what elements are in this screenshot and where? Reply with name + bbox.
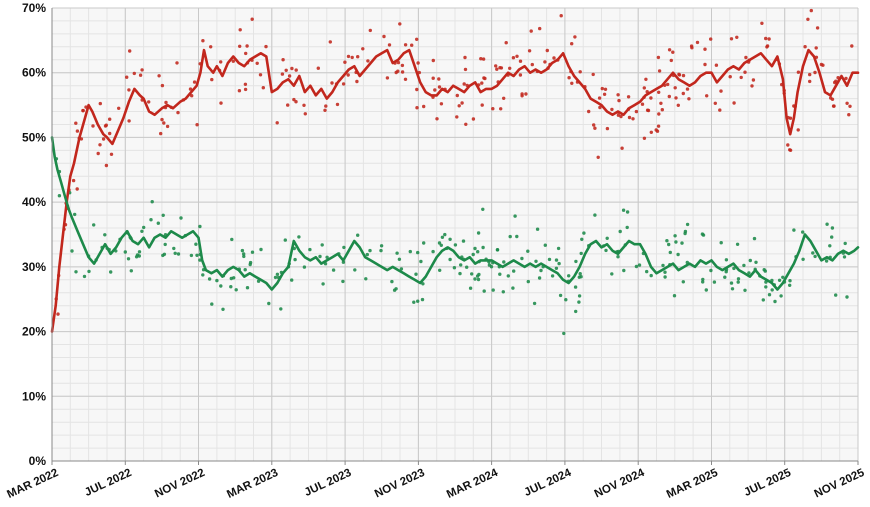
y-tick-label: 60% bbox=[22, 66, 46, 80]
x-tick-label: NOV 2025 bbox=[813, 467, 867, 501]
x-tick-label: NOV 2023 bbox=[373, 467, 427, 501]
y-tick-label: 50% bbox=[22, 130, 46, 144]
x-tick-label: NOV 2024 bbox=[593, 467, 647, 501]
red-series-scatter-points bbox=[54, 8, 854, 316]
x-tick-label: MAR 2024 bbox=[445, 467, 500, 501]
axes bbox=[51, 8, 859, 465]
y-tick-label: 30% bbox=[22, 260, 46, 274]
y-tick-labels: 0% 10% 20% 30% 40% 50% 60% 70% bbox=[22, 1, 46, 468]
x-tick-label: MAR 2023 bbox=[225, 467, 280, 501]
x-tick-label: JUL 2022 bbox=[83, 467, 134, 499]
green-series-trend-line bbox=[50, 136, 860, 291]
y-tick-label: 20% bbox=[22, 325, 46, 339]
y-tick-label: 10% bbox=[22, 389, 46, 403]
x-tick-label: JUL 2023 bbox=[303, 467, 354, 499]
x-tick-label: MAR 2022 bbox=[5, 467, 60, 501]
y-tick-label: 0% bbox=[29, 454, 47, 468]
x-tick-label: JUL 2024 bbox=[523, 467, 574, 499]
x-tick-label: JUL 2025 bbox=[742, 467, 793, 499]
y-tick-label: 40% bbox=[22, 195, 46, 209]
x-tick-labels: MAR 2022 JUL 2022 NOV 2022 MAR 2023 JUL 2023… bbox=[5, 467, 866, 501]
x-tick-label: MAR 2025 bbox=[665, 467, 720, 501]
red-series-trend-line bbox=[50, 48, 860, 333]
y-tick-label: 70% bbox=[22, 1, 46, 15]
x-tick-label: NOV 2022 bbox=[153, 467, 207, 501]
